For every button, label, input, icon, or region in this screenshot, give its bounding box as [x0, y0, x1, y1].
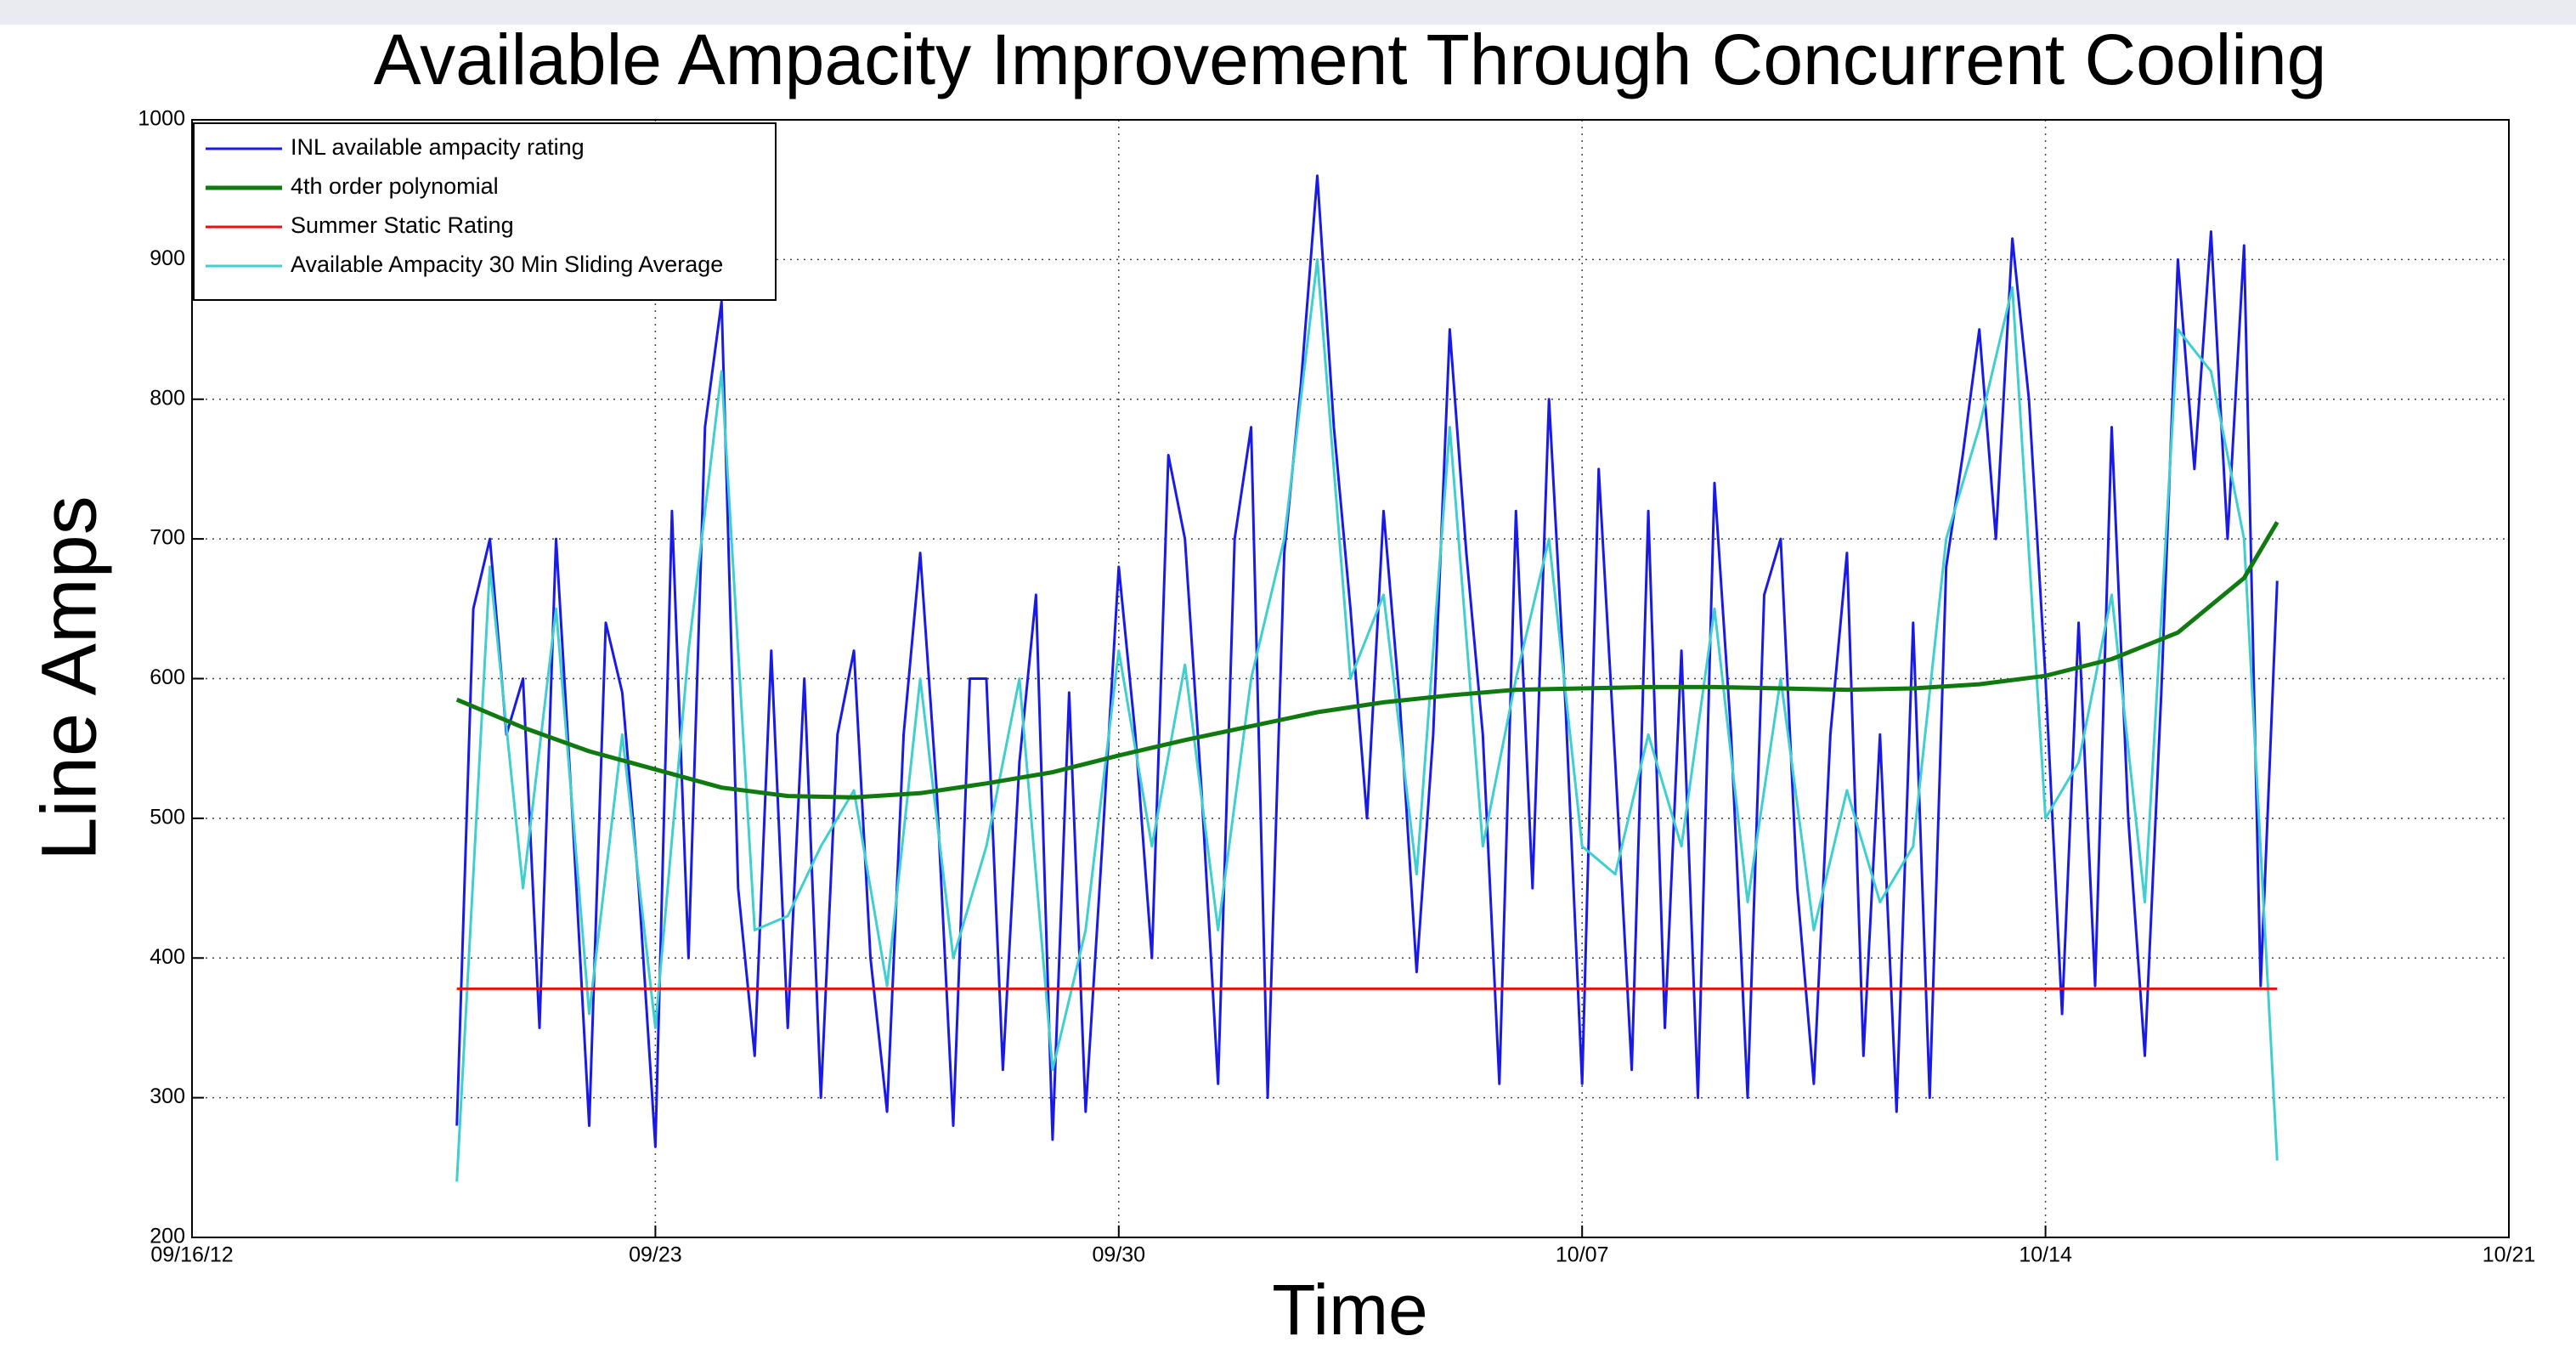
series-line [455, 258, 2279, 1182]
legend-label: INL available ampacity rating [291, 134, 585, 160]
x-tick-label: 09/23 [629, 1243, 682, 1267]
y-tick-label: 600 [150, 665, 185, 689]
chart-title: Available Ampacity Improvement Through C… [374, 20, 2327, 99]
series-line [455, 521, 2279, 800]
y-tick-label: 1000 [138, 107, 185, 131]
y-tick-label: 700 [150, 526, 185, 550]
y-tick-label: 500 [150, 805, 185, 829]
legend-box [193, 122, 777, 301]
x-tick-label: 10/21 [2483, 1243, 2536, 1267]
top-band [0, 0, 2576, 25]
x-tick-label: 10/07 [1556, 1243, 1609, 1267]
series-line [455, 174, 2279, 1148]
legend-label: Available Ampacity 30 Min Sliding Averag… [291, 252, 723, 277]
x-tick-label: 09/16/12 [150, 1243, 233, 1267]
x-tick-label: 09/30 [1093, 1243, 1146, 1267]
x-axis-label: Time [1272, 1270, 1428, 1349]
plot-frame [191, 119, 2510, 1238]
y-tick-label: 200 [150, 1225, 185, 1248]
y-tick-label: 800 [150, 386, 185, 410]
y-axis-label: Line Amps [25, 495, 112, 861]
y-tick-label: 300 [150, 1084, 185, 1108]
legend-label: 4th order polynomial [291, 173, 499, 199]
x-tick-label: 10/14 [2019, 1243, 2072, 1267]
y-tick-label: 400 [150, 945, 185, 969]
y-tick-label: 900 [150, 246, 185, 270]
legend-label: Summer Static Rating [291, 212, 514, 238]
